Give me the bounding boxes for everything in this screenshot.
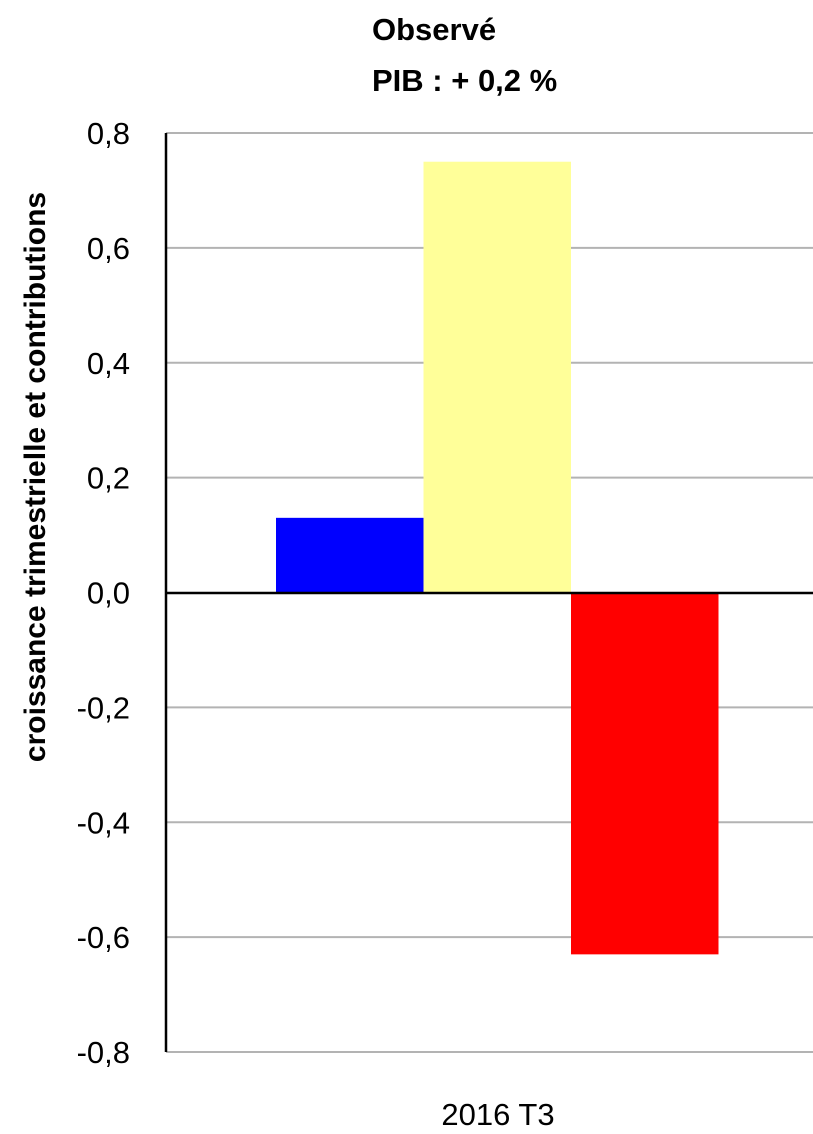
y-tick-label: -0,6 (77, 920, 130, 955)
chart-title: Observé (372, 12, 496, 47)
y-tick-label: 0,0 (87, 576, 130, 611)
y-tick-label: 0,8 (87, 116, 130, 151)
bar-series-1 (423, 161, 571, 593)
y-tick-label: 0,2 (87, 461, 130, 496)
y-tick-labels: 0,8 0,6 0,4 0,2 0,0 -0,2 -0,4 -0,6 -0,8 (77, 116, 130, 1070)
y-tick-label: -0,2 (77, 690, 130, 725)
bar-series-2 (571, 592, 719, 955)
x-tick-label-0: 2016 T3 (441, 1097, 554, 1132)
y-tick-label: 0,4 (87, 346, 130, 381)
y-tick-label: -0,4 (77, 805, 130, 840)
bar-series-0 (276, 517, 424, 593)
y-axis-label: croissance trimestrielle et contribution… (19, 192, 52, 762)
bars (276, 161, 719, 955)
y-tick-label: -0,8 (77, 1035, 130, 1070)
chart-subtitle: PIB : + 0,2 % (372, 63, 557, 98)
y-tick-label: 0,6 (87, 231, 130, 266)
